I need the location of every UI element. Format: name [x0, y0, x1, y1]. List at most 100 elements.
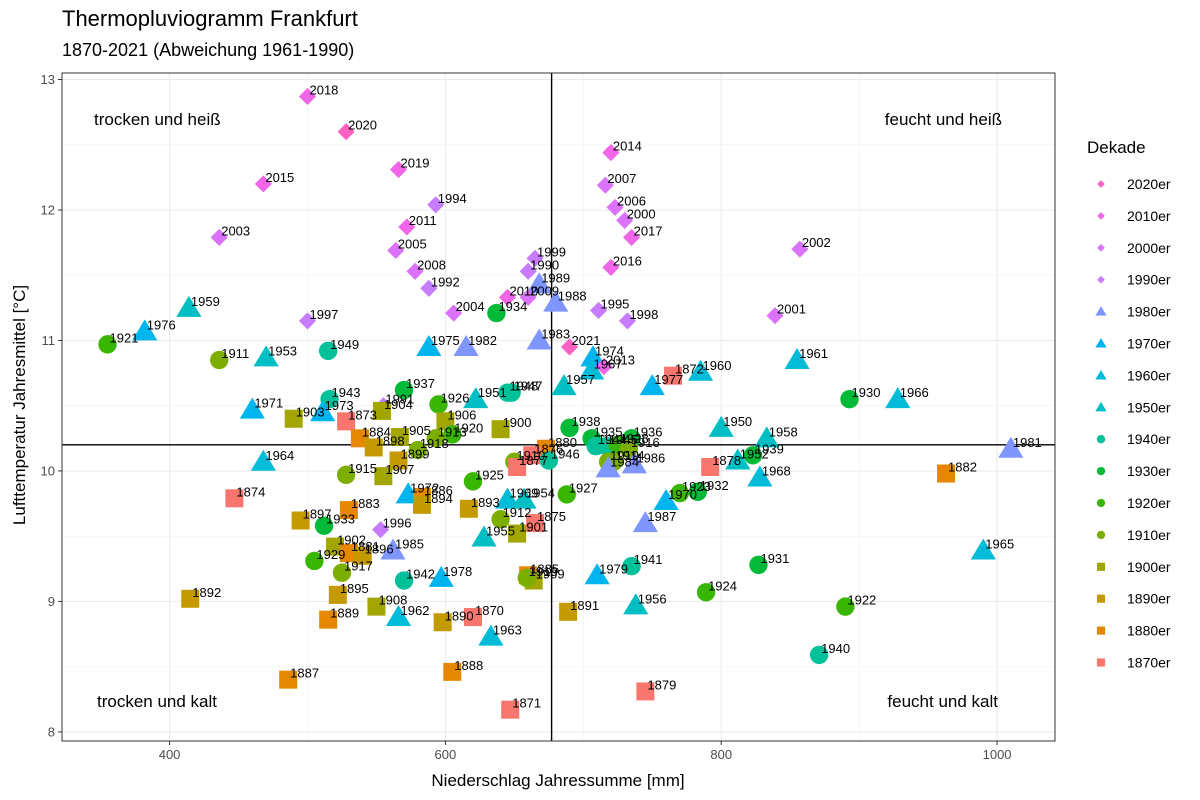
- data-point: [463, 472, 483, 491]
- data-point: [326, 537, 345, 556]
- point-label: 1940: [821, 641, 850, 656]
- data-point: [653, 488, 679, 510]
- data-point: [305, 551, 324, 571]
- data-point: [471, 525, 497, 547]
- data-point: [508, 458, 527, 477]
- point-label: 1912: [503, 505, 532, 520]
- gridlines: [62, 73, 1055, 741]
- legend-label: 1950er: [1127, 399, 1171, 415]
- data-point: [298, 87, 317, 106]
- point-label: 1963: [493, 623, 522, 638]
- point-label: 1931: [760, 551, 789, 566]
- data-point: [445, 304, 463, 322]
- data-point: [394, 571, 414, 590]
- point-label: 1919: [610, 448, 639, 463]
- data-point: [523, 446, 542, 465]
- point-label: 1957: [566, 372, 595, 387]
- point-label: 1928: [620, 431, 649, 446]
- data-point: [433, 613, 452, 632]
- data-point: [725, 448, 751, 470]
- data-point: [314, 516, 334, 535]
- data-point: [501, 700, 520, 719]
- point-label: 2001: [777, 302, 806, 317]
- data-point: [766, 307, 784, 325]
- point-label: 1960: [703, 358, 732, 373]
- point-label: 1899: [401, 446, 430, 461]
- data-point: [511, 487, 537, 509]
- data-point: [580, 345, 606, 367]
- legend-label: 1910er: [1127, 527, 1171, 543]
- x-axis-title: Niederschlag Jahressumme [mm]: [431, 771, 684, 790]
- point-label: 1918: [420, 436, 449, 451]
- quadrant-label-bottom-right: feucht und kalt: [887, 692, 998, 711]
- point-label: 1927: [569, 480, 598, 495]
- point-label: 1987: [647, 509, 676, 524]
- point-label: 1871: [512, 696, 541, 711]
- data-point: [543, 290, 569, 312]
- data-point: [320, 389, 339, 409]
- data-point: [337, 123, 355, 141]
- point-label: 1969: [509, 486, 538, 501]
- point-label: 1951: [478, 385, 507, 400]
- data-point: [380, 538, 406, 560]
- data-point: [559, 602, 578, 621]
- point-label: 1878: [712, 453, 741, 468]
- point-label: 1879: [647, 677, 676, 692]
- data-point: [589, 301, 608, 320]
- point-label: 1885: [530, 561, 559, 576]
- data-point: [443, 662, 462, 681]
- point-label: 1877: [519, 453, 548, 468]
- legend-key: [1096, 466, 1106, 476]
- point-label: 1938: [572, 414, 601, 429]
- panel-border: [61, 72, 1056, 742]
- legend-key: [1096, 626, 1106, 635]
- data-point: [250, 449, 276, 471]
- point-label: 1930: [852, 385, 881, 400]
- point-label: 1971: [254, 396, 283, 411]
- data-point: [623, 593, 649, 615]
- point-label: 2018: [309, 82, 338, 97]
- data-point: [791, 240, 809, 258]
- data-point: [336, 465, 356, 485]
- data-point: [337, 412, 356, 431]
- point-label: 1978: [443, 564, 472, 579]
- point-label: 1897: [303, 507, 332, 522]
- data-point: [176, 295, 202, 317]
- point-label: 1895: [340, 581, 369, 596]
- point-label: 1898: [376, 433, 405, 448]
- reference-lines: [62, 73, 1055, 741]
- data-point: [487, 303, 506, 323]
- data-point: [836, 597, 855, 616]
- data-point: [557, 485, 576, 504]
- point-label: 1870: [475, 603, 504, 618]
- point-label: 1966: [900, 385, 929, 400]
- legend-key: [1096, 498, 1106, 508]
- point-label: 1937: [406, 376, 435, 391]
- point-label: 2003: [221, 223, 250, 238]
- point-label: 1880: [548, 435, 577, 450]
- data-point: [551, 374, 577, 396]
- point-label: 2002: [802, 235, 831, 250]
- point-label: 2004: [456, 299, 485, 314]
- point-label: 1958: [769, 424, 798, 439]
- point-label: 2019: [401, 156, 430, 171]
- point-label: 1891: [570, 598, 599, 613]
- data-point: [389, 160, 408, 179]
- data-point: [491, 510, 510, 529]
- point-label: 1998: [629, 307, 658, 322]
- data-point: [632, 511, 658, 533]
- data-point: [408, 440, 428, 460]
- point-label: 1983: [541, 326, 570, 341]
- point-label: 1905: [402, 423, 431, 438]
- point-label: 1976: [147, 317, 176, 332]
- data-point: [350, 429, 369, 448]
- point-label: 1929: [316, 547, 345, 562]
- data-point: [784, 348, 810, 370]
- point-label: 1992: [431, 274, 460, 289]
- point-label: 1888: [454, 658, 483, 673]
- chart-subtitle: 1870-2021 (Abweichung 1961-1990): [62, 40, 355, 60]
- data-point: [372, 401, 391, 420]
- data-point: [885, 387, 911, 409]
